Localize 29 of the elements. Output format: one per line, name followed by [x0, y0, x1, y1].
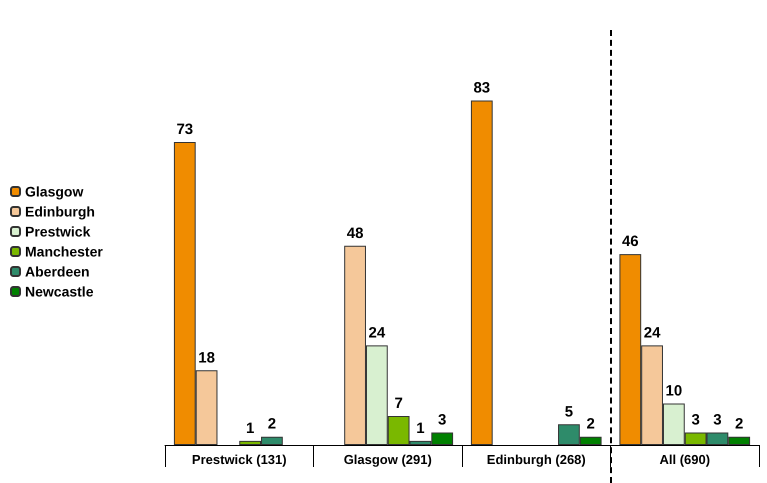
- data-label: 73: [176, 121, 194, 138]
- data-label: 2: [586, 416, 595, 433]
- data-label: 5: [564, 403, 574, 420]
- data-label: 3: [438, 412, 446, 429]
- x-tick-label: Glasgow (291): [344, 452, 432, 467]
- data-label: 1: [416, 420, 425, 437]
- data-label: 2: [268, 416, 276, 433]
- legend-label: Newcastle: [25, 284, 94, 300]
- legend-label: Aberdeen: [25, 264, 90, 280]
- data-label: 1: [246, 420, 254, 437]
- data-label: 3: [713, 412, 722, 429]
- legend-label: Edinburgh: [25, 204, 95, 220]
- data-label: 24: [644, 324, 662, 342]
- data-label: 7: [394, 394, 403, 412]
- data-label: 83: [473, 80, 490, 97]
- x-tick-label: All (690): [659, 452, 710, 467]
- data-label: 10: [666, 382, 682, 400]
- bar: [470, 100, 493, 445]
- x-tick-label: Prestwick (131): [192, 452, 287, 467]
- x-tick-label: Edinburgh (268): [486, 452, 586, 467]
- data-label: 18: [198, 349, 215, 366]
- legend-label: Prestwick: [25, 224, 91, 240]
- data-label: 24: [368, 324, 386, 342]
- data-label: 46: [622, 233, 639, 250]
- data-label: 2: [735, 416, 744, 433]
- legend-label: Manchester: [25, 244, 104, 260]
- data-label: 3: [691, 412, 700, 429]
- data-label: 48: [346, 224, 364, 242]
- legend-label: Glasgow: [25, 184, 84, 200]
